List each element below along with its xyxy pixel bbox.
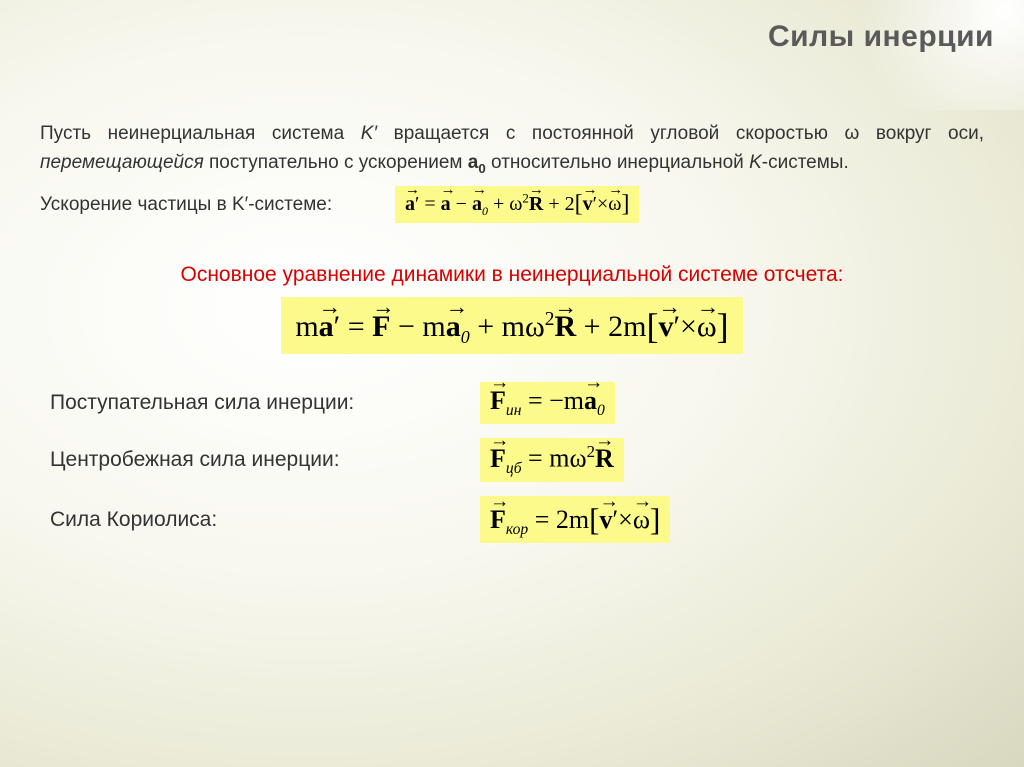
force-label: Центробежная сила инерции: <box>40 448 480 472</box>
slide-content: Пусть неинерциальная система K′ вращаетс… <box>40 120 984 557</box>
force-label: Поступательная сила инерции: <box>40 391 480 415</box>
main-equation-wrap: ma′ = F − ma0 + mω2R + 2m[v′×ω] <box>40 297 984 354</box>
force-row: Центробежная сила инерции:Fцб = mω2R <box>40 438 984 482</box>
force-equation: Fцб = mω2R <box>480 438 624 482</box>
force-label: Сила Кориолиса: <box>40 508 480 532</box>
force-row: Поступательная сила инерции:Fин = −ma0 <box>40 382 984 424</box>
intro-text: Пусть неинерциальная система K′ вращаетс… <box>40 120 984 178</box>
force-equation: Fин = −ma0 <box>480 382 615 424</box>
acceleration-equation: a′ = a − a0 + ω2R + 2[v′×ω] <box>395 186 639 223</box>
main-equation: ma′ = F − ma0 + mω2R + 2m[v′×ω] <box>281 297 742 354</box>
acceleration-row: Ускорение частицы в K′-системе: a′ = a −… <box>40 186 984 223</box>
page-title: Силы инерции <box>768 20 994 54</box>
acceleration-label: Ускорение частицы в K′-системе: <box>40 194 395 216</box>
force-row: Сила Кориолиса:Fкор = 2m[v′×ω] <box>40 496 984 543</box>
force-equation: Fкор = 2m[v′×ω] <box>480 496 670 543</box>
main-heading: Основное уравнение динамики в неинерциал… <box>40 263 984 287</box>
